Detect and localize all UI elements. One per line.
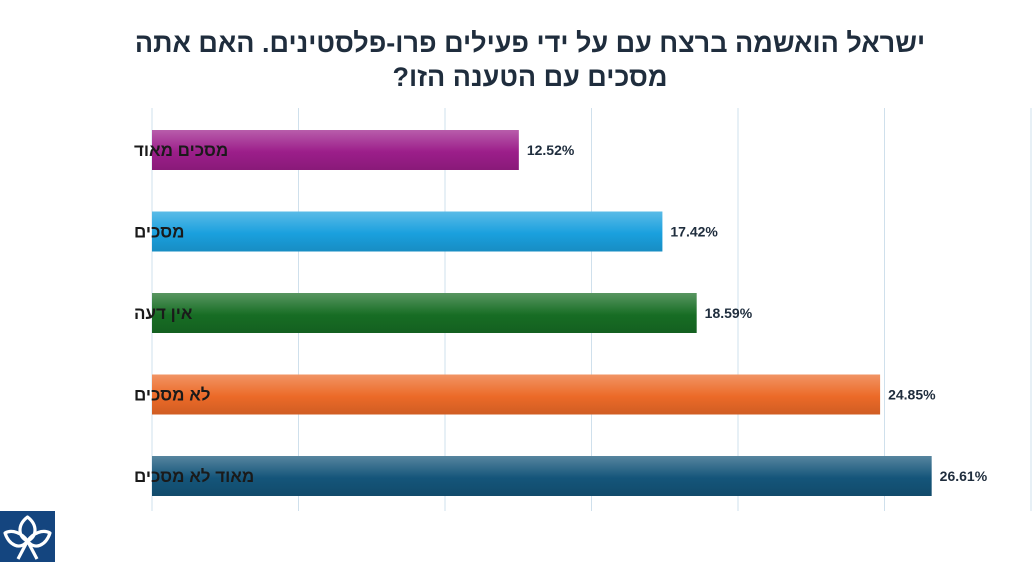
value-label: 12.52% [527,142,575,158]
bar-1 [152,211,663,252]
chart-title: ישראל הואשמה ברצח עם על ידי פעילים פרו-פ… [134,28,926,92]
bars [152,130,932,496]
bar-4 [152,456,932,496]
value-label: 24.85% [888,387,936,403]
value-label: 17.42% [670,224,718,240]
category-label: לא מסכים [134,386,211,405]
category-label: מסכים מאוד [134,141,228,160]
trefoil-logo-icon [0,511,55,562]
bar-chart: 12.52% מסכים מאוד 17.42% מסכים 18.59% אין דעה… [134,108,1032,511]
bar-2 [152,293,697,333]
value-label: 18.59% [705,305,753,321]
labels: 12.52% מסכים מאוד 17.42% מסכים 18.59% אין דעה… [134,141,988,486]
category-label: מאוד לא מסכים [134,467,254,486]
category-label: אין דעה [134,304,193,323]
category-label: מסכים [134,223,185,242]
value-label: 26.61% [940,468,988,484]
bar-3 [152,374,881,415]
bar-0 [152,130,519,170]
